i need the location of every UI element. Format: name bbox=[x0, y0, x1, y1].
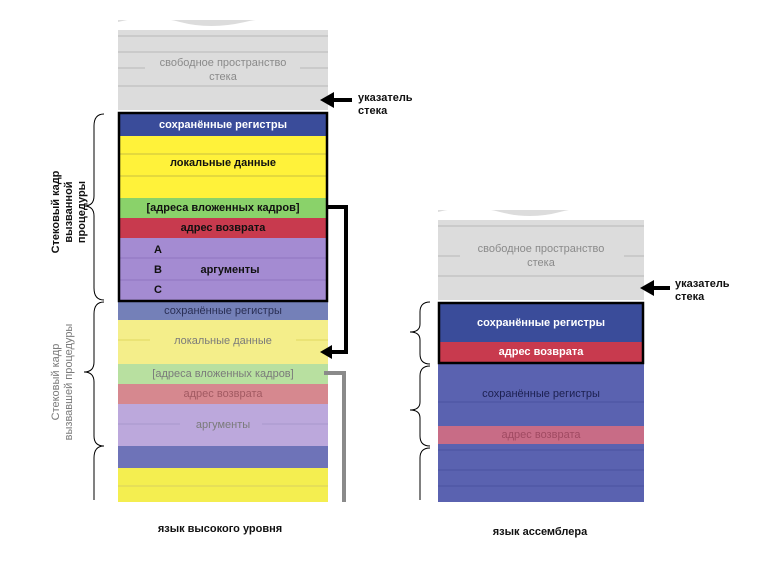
hll-caption: язык высокого уровня bbox=[157, 523, 283, 535]
asm-free-space-line1: свободное пространство bbox=[477, 243, 605, 255]
arguments-block bbox=[120, 238, 326, 300]
asm-saved-registers-faded-cell: сохранённые регистры bbox=[482, 388, 600, 400]
brace-lower-frame bbox=[93, 445, 105, 500]
local-data-cell: локальные данные bbox=[169, 157, 277, 169]
arguments-faded-block bbox=[118, 404, 328, 446]
nested-frame-link-arrowhead bbox=[320, 345, 332, 359]
saved-registers-faded-cell: сохранённые регистры bbox=[118, 302, 328, 320]
arg-b: B bbox=[154, 264, 162, 276]
argument-row-lines bbox=[120, 257, 326, 281]
asm-free-space-text: свободное пространство стека bbox=[438, 242, 644, 270]
local-data-faded-cell: локальные данные bbox=[174, 335, 272, 347]
asm-return-address-faded-cell: адрес возврата bbox=[438, 426, 644, 444]
stack-pointer-arrow-left bbox=[320, 92, 352, 108]
lower-local-block bbox=[118, 468, 328, 502]
local-data-block bbox=[120, 136, 326, 198]
asm-free-space-block bbox=[438, 210, 644, 300]
asm-return-address-cell: адрес возврата bbox=[440, 342, 642, 362]
brace-asm-calling bbox=[409, 365, 431, 447]
brace-calling-frame bbox=[83, 301, 105, 447]
nested-frame-link-faded bbox=[324, 371, 346, 502]
nested-frames-cell: [адреса вложенных кадров] bbox=[120, 198, 326, 218]
free-space-line2: стека bbox=[209, 71, 237, 83]
return-address-faded-cell: адрес возврата bbox=[118, 384, 328, 404]
brace-called-frame bbox=[83, 113, 105, 301]
free-space-lines-right bbox=[438, 225, 644, 277]
asm-row-lines bbox=[438, 401, 644, 487]
asm-saved-registers-cell: сохранённые регистры bbox=[440, 304, 642, 342]
stack-pointer-arrow-right bbox=[640, 280, 670, 296]
stack-pointer-label-left: указатель стека bbox=[358, 92, 413, 117]
free-space-lines-left bbox=[118, 35, 328, 87]
torn-edge-right bbox=[438, 207, 644, 220]
free-space-line1: свободное пространство bbox=[159, 57, 287, 69]
arg-c: C bbox=[154, 284, 162, 296]
asm-caption: язык ассемблера bbox=[492, 526, 588, 538]
asm-frame-border bbox=[437, 301, 645, 365]
free-space-block bbox=[118, 20, 328, 110]
torn-edge-left bbox=[118, 17, 328, 30]
lower-registers-block bbox=[118, 446, 328, 468]
local-data-faded-block bbox=[118, 320, 328, 364]
nested-frames-faded-cell: [адреса вложенных кадров] bbox=[118, 364, 328, 384]
asm-free-space-line2: стека bbox=[527, 257, 555, 269]
free-space-text: свободное пространство стека bbox=[118, 56, 328, 84]
arg-a: A bbox=[154, 244, 162, 256]
called-frame-border bbox=[117, 111, 329, 303]
local-data-row-lines bbox=[120, 153, 326, 177]
arguments-cell: аргументы bbox=[200, 264, 260, 276]
nested-frame-link-active bbox=[326, 205, 348, 354]
arguments-faded-cell: аргументы bbox=[195, 419, 251, 431]
stack-pointer-label-right: указатель стека bbox=[675, 278, 730, 303]
return-address-cell: адрес возврата bbox=[120, 218, 326, 238]
brace-asm-called bbox=[409, 301, 431, 365]
brace-asm-lower bbox=[419, 447, 431, 500]
saved-registers-cell: сохранённые регистры bbox=[120, 114, 326, 136]
